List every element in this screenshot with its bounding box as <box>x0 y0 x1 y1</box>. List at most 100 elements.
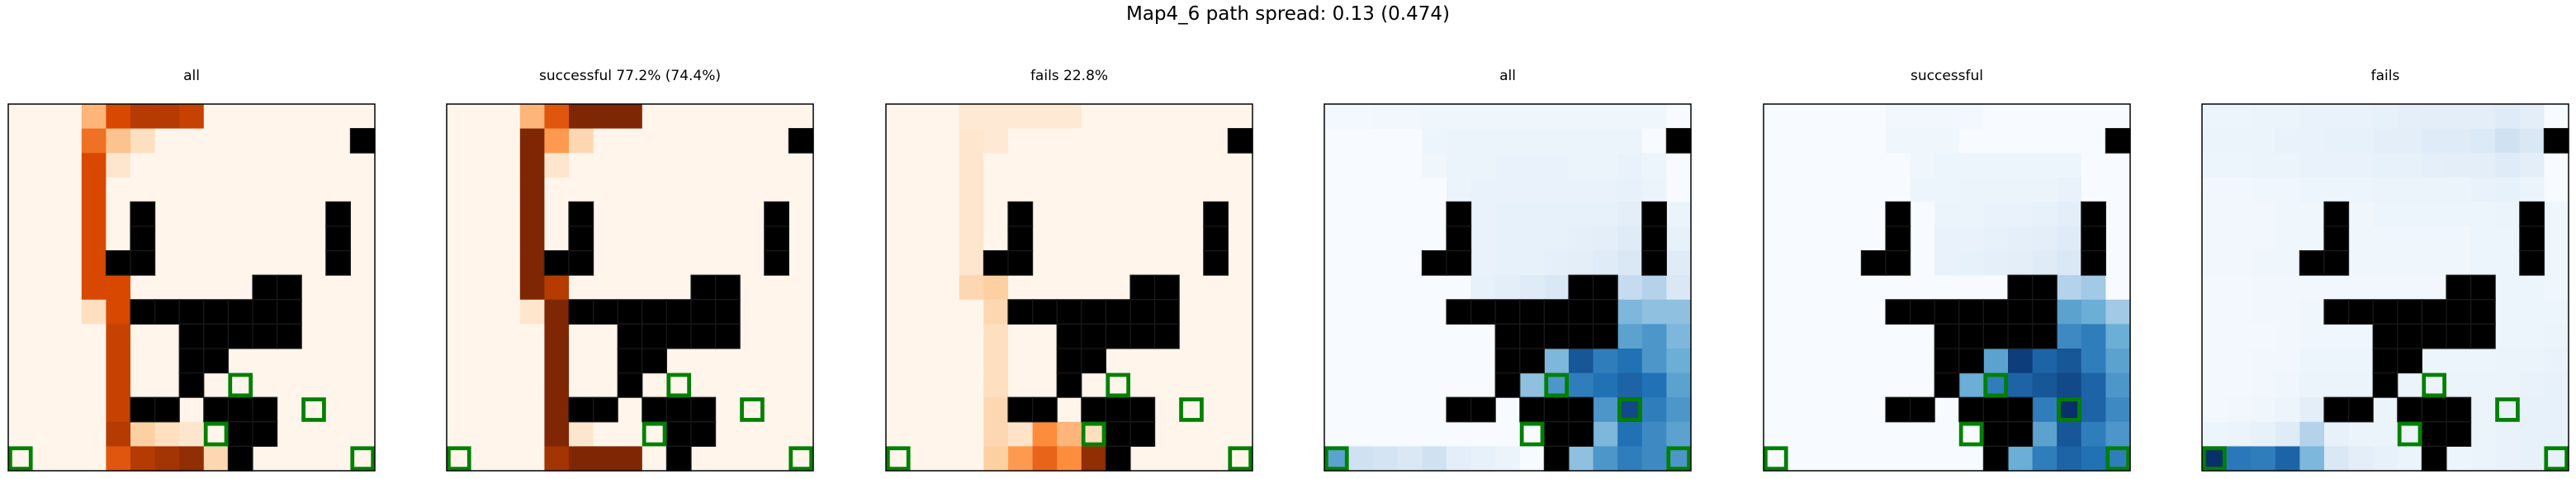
heat-cell <box>593 446 618 472</box>
goal-marker <box>788 446 813 471</box>
heat-cell <box>2348 128 2374 154</box>
heat-cell <box>301 275 327 301</box>
wall-cell <box>1568 274 1594 301</box>
heat-cell <box>1130 104 1156 130</box>
heat-cell <box>1470 177 1496 202</box>
wall-cell <box>1203 250 1229 276</box>
heat-cell <box>1081 177 1106 202</box>
heat-cell <box>544 324 570 349</box>
wall-cell <box>1129 323 1156 349</box>
heat-cell <box>1106 349 1131 374</box>
heat-cell <box>203 226 229 252</box>
wall-cell <box>2032 274 2057 301</box>
wall-cell <box>227 299 253 325</box>
heat-cell <box>935 177 960 202</box>
wall-cell <box>1470 396 1496 423</box>
heat-cell <box>1228 202 1253 227</box>
goal-marker <box>1763 446 1788 471</box>
wall-cell <box>1032 396 1058 423</box>
heat-cell <box>764 397 789 423</box>
heat-cell <box>2422 349 2447 374</box>
heat-cell <box>8 349 34 374</box>
heat-cell <box>57 397 83 423</box>
heat-cell <box>544 446 570 472</box>
heat-cell <box>154 421 180 447</box>
heat-cell <box>2081 177 2106 202</box>
heat-cell <box>544 372 570 398</box>
heat-cell <box>1836 202 1862 227</box>
heat-cell <box>1130 349 1156 374</box>
heat-cell <box>1422 324 1447 349</box>
heat-cell <box>228 128 253 154</box>
heat-cell <box>1154 446 1180 472</box>
heat-cell <box>544 275 570 301</box>
goal-marker <box>1617 397 1642 422</box>
heat-cell <box>910 324 935 349</box>
heat-cell <box>81 250 107 276</box>
heat-cell <box>203 177 229 202</box>
wall-cell <box>1934 323 1960 349</box>
goal-marker <box>1106 372 1130 398</box>
heat-cell <box>1861 349 1887 374</box>
heat-cell <box>2057 372 2082 398</box>
heat-cell <box>2299 324 2325 349</box>
wall-cell <box>2348 396 2374 423</box>
heat-cell <box>1983 128 2009 154</box>
heat-cell <box>983 128 1009 154</box>
heat-cell <box>1958 128 1984 154</box>
heat-cell <box>1495 421 1521 447</box>
heat-cell <box>1958 177 1984 202</box>
wall-cell <box>593 299 618 325</box>
wall-cell <box>2446 396 2472 423</box>
heat-cell <box>2397 153 2422 178</box>
wall-cell <box>1154 274 1180 301</box>
heat-cell <box>32 397 58 423</box>
heat-cell <box>1081 153 1106 178</box>
wall-cell <box>2519 225 2545 252</box>
wall-cell <box>1910 299 1935 325</box>
heat-cell <box>106 299 131 325</box>
heat-cell <box>1617 372 1643 398</box>
heat-cell <box>447 177 472 202</box>
heat-cell <box>81 372 107 398</box>
heat-cell <box>569 372 594 398</box>
heat-cell <box>1569 202 1594 227</box>
heat-cell <box>1788 177 1813 202</box>
heat-cell <box>2105 177 2131 202</box>
wall-cell <box>1665 128 1692 154</box>
heat-cell <box>642 153 667 178</box>
heat-cell <box>715 202 741 227</box>
wall-cell <box>568 299 594 325</box>
heat-cell <box>1130 250 1156 276</box>
heat-cell <box>57 446 83 472</box>
heat-cell <box>495 421 521 447</box>
heat-cell <box>2299 177 2325 202</box>
wall-cell <box>1519 299 1545 325</box>
heat-cell <box>2081 446 2106 472</box>
heat-cell <box>1032 177 1058 202</box>
heat-cell <box>2495 349 2521 374</box>
goal-marker <box>642 421 667 447</box>
heat-cell <box>1081 250 1106 276</box>
heat-cell <box>1008 446 1034 472</box>
heat-cell <box>1154 128 1180 154</box>
wall-cell <box>178 299 205 325</box>
heat-cell <box>32 128 58 154</box>
heat-cell <box>1422 104 1447 130</box>
heat-cell <box>1764 397 1789 423</box>
heat-cell <box>2495 372 2521 398</box>
heat-cell <box>1861 299 1887 325</box>
heat-cell <box>2057 299 2082 325</box>
heat-cell <box>447 128 472 154</box>
wall-cell <box>764 201 789 227</box>
heat-cell <box>1228 397 1253 423</box>
wall-cell <box>665 445 692 472</box>
wall-cell <box>1105 421 1131 447</box>
goal-marker <box>2105 446 2130 471</box>
heat-cell <box>1666 372 1692 398</box>
heat-cell <box>32 446 58 472</box>
heat-cell <box>325 446 351 472</box>
heat-cell <box>350 250 376 276</box>
heat-cell <box>301 128 327 154</box>
heat-cell <box>2226 397 2252 423</box>
